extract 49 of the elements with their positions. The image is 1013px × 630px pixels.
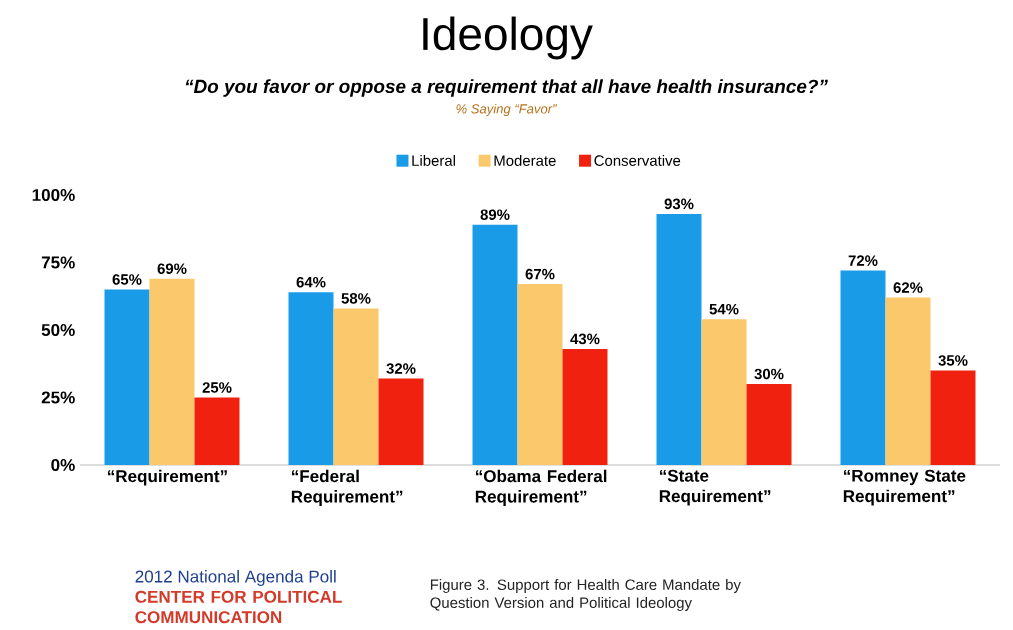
y-tick-label: 25% — [41, 391, 75, 404]
x-tick-label: “Obama Federal Requirement” — [475, 469, 607, 506]
bar — [149, 278, 195, 465]
data-label: 65% — [112, 274, 142, 285]
bar — [562, 348, 608, 465]
data-label: 43% — [570, 333, 600, 345]
data-label: 62% — [893, 282, 923, 293]
y-tick-label: 50% — [41, 323, 75, 337]
data-label: 25% — [202, 382, 232, 393]
bar — [378, 378, 424, 465]
legend-label: Liberal — [412, 154, 455, 166]
x-tick-label: “Romney State Requirement” — [843, 469, 966, 506]
y-tick-label: 100% — [32, 188, 75, 202]
bar — [701, 319, 747, 465]
chart-subtitle: “Do you favor or oppose a requirement that all have health insurance?” — [185, 79, 828, 97]
legend-label: Conservative — [594, 154, 681, 166]
data-label: 32% — [386, 363, 416, 374]
bar — [656, 213, 702, 465]
text: CENTER FOR POLITICAL COMMUNICATION — [135, 590, 342, 624]
bar — [840, 270, 886, 465]
data-label: 54% — [709, 303, 739, 315]
data-label: 58% — [341, 293, 371, 304]
caption: Figure 3. Support for Health Care Mandate by Question Version and Political Ideology — [430, 579, 741, 611]
bar — [333, 308, 379, 465]
x-tick-label: “Requirement” — [107, 469, 227, 486]
legend-label: Moderate — [494, 154, 556, 166]
y-tick-label: 0% — [51, 458, 75, 472]
bar — [104, 289, 150, 465]
bar — [746, 383, 792, 465]
data-label: 93% — [664, 198, 694, 210]
bar — [472, 224, 518, 465]
bar — [885, 297, 931, 465]
chart-title: Ideology — [423, 16, 593, 60]
data-label: 89% — [480, 209, 510, 220]
text: 2012 National Agenda Poll — [135, 570, 336, 586]
data-label: 30% — [754, 368, 784, 380]
bar — [930, 370, 976, 465]
bar — [517, 284, 563, 465]
bar — [288, 292, 334, 465]
x-tick-label: “State Requirement” — [659, 469, 771, 506]
data-label: 72% — [848, 255, 878, 266]
data-label: 67% — [525, 268, 555, 280]
bar — [194, 397, 240, 465]
data-label: 64% — [296, 276, 326, 288]
y-tick-label: 75% — [41, 256, 75, 269]
data-label: 35% — [938, 355, 968, 366]
data-label: 69% — [157, 263, 187, 274]
x-tick-label: “Federal Requirement” — [291, 469, 403, 506]
text: % Saying “Favor” — [456, 103, 557, 117]
